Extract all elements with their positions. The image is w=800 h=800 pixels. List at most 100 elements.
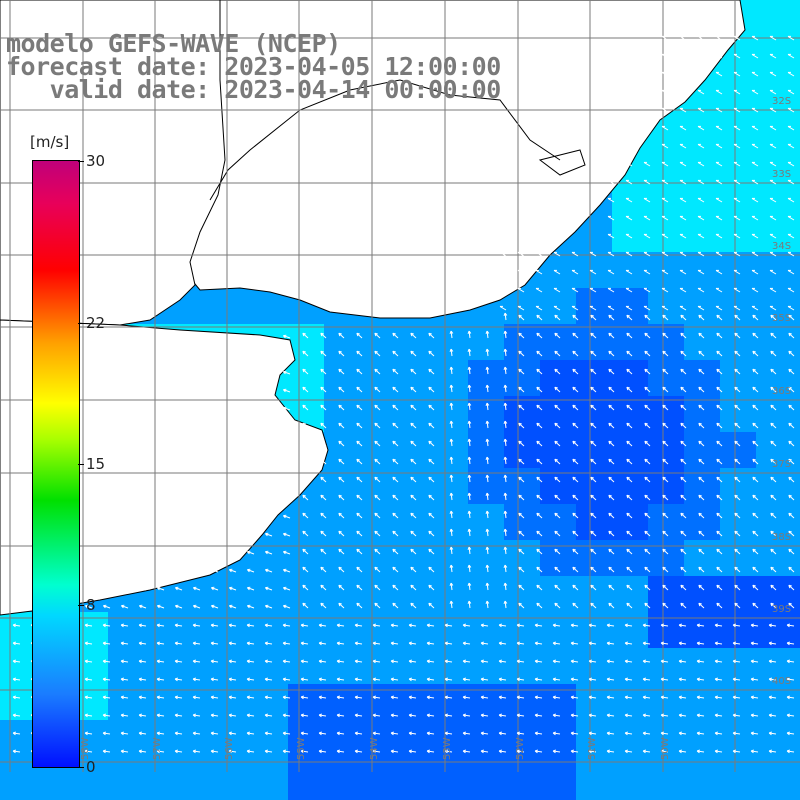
wind-arrow (302, 512, 309, 519)
wind-arrow (410, 350, 417, 357)
wind-arrow (410, 602, 417, 609)
wind-arrow (498, 731, 507, 736)
wind-arrow (588, 695, 597, 700)
wind-arrow (392, 584, 399, 591)
wind-arrow (139, 568, 147, 573)
wind-arrow (536, 602, 543, 609)
wind-arrow (734, 440, 741, 447)
wind-arrow (300, 659, 309, 664)
field-cell (468, 324, 504, 360)
wind-arrow (751, 269, 759, 275)
field-cell (144, 756, 180, 792)
wind-arrow (680, 458, 687, 465)
wind-arrow (554, 548, 561, 555)
wind-arrow (626, 368, 633, 375)
wind-arrow (283, 604, 291, 609)
wind-arrow (769, 143, 777, 149)
wind-arrow (626, 548, 633, 555)
wind-arrow (480, 641, 489, 646)
wind-arrow (679, 161, 687, 167)
wind-arrow (462, 641, 471, 646)
wind-arrow (608, 512, 615, 519)
wind-arrow (590, 530, 597, 537)
wind-arrow (553, 269, 561, 275)
wind-arrow (282, 677, 291, 682)
wind-arrow (643, 161, 651, 167)
wind-arrow (516, 713, 525, 718)
wind-arrow (174, 677, 183, 682)
wind-arrow (680, 314, 687, 321)
wind-arrow (192, 713, 201, 718)
wind-arrow (786, 749, 795, 754)
wind-arrow (608, 404, 615, 411)
wind-arrow (536, 314, 543, 321)
wind-arrow (661, 143, 669, 149)
wind-arrow (661, 215, 669, 221)
wind-arrow (228, 677, 237, 682)
wind-arrow (372, 695, 381, 700)
wind-arrow (680, 530, 687, 537)
wind-arrow (410, 512, 417, 519)
field-cell (468, 396, 504, 432)
wind-arrow (84, 659, 93, 664)
wind-arrow (552, 659, 561, 664)
wind-arrow (734, 566, 741, 573)
field-cell (648, 756, 684, 792)
wind-arrow (733, 89, 741, 95)
field-cell (144, 792, 180, 800)
wind-arrow (769, 35, 777, 41)
wind-arrow (626, 476, 633, 483)
wind-arrow (588, 623, 597, 628)
wind-arrow (572, 368, 579, 375)
wind-arrow (626, 602, 633, 609)
wind-arrow (787, 215, 795, 221)
field-cell (648, 216, 684, 252)
field-cell (108, 612, 144, 648)
wind-arrow (733, 161, 741, 167)
wind-arrow (608, 602, 615, 609)
wind-arrow (572, 494, 579, 501)
field-cell (792, 108, 800, 144)
lat-label: 32S (772, 96, 791, 107)
wind-arrow (467, 420, 472, 429)
wind-arrow (697, 215, 705, 221)
wind-arrow (138, 749, 147, 754)
wind-arrow (696, 659, 705, 664)
wind-arrow (102, 641, 111, 646)
wind-arrow (338, 368, 345, 375)
wind-arrow (554, 440, 561, 447)
field-cell (756, 144, 792, 180)
field-cell (360, 720, 396, 756)
wind-arrow (590, 350, 597, 357)
wind-arrow (788, 530, 795, 537)
wind-arrow (283, 406, 291, 411)
wind-arrow (626, 566, 633, 573)
wind-arrow (643, 179, 651, 185)
wind-arrow (715, 269, 723, 275)
lat-label: 40S (772, 676, 791, 687)
wind-arrow (554, 494, 561, 501)
wind-arrow (660, 731, 669, 736)
wind-arrow (444, 659, 453, 664)
wind-arrow (714, 749, 723, 754)
wind-arrow (554, 530, 561, 537)
wind-arrow (572, 458, 579, 465)
wind-arrow (553, 287, 561, 293)
wind-arrow (588, 677, 597, 682)
field-cell (648, 612, 684, 648)
field-cell (216, 576, 252, 612)
wind-arrow (751, 143, 759, 149)
wind-arrow (518, 494, 525, 501)
wind-arrow (714, 695, 723, 700)
wind-arrow (679, 197, 687, 203)
wind-arrow (680, 332, 687, 339)
field-cell (756, 648, 792, 684)
wind-arrow (644, 350, 651, 357)
field-cell (720, 252, 756, 288)
wind-arrow (788, 350, 795, 357)
wind-arrow (120, 695, 129, 700)
field-cell (504, 684, 540, 720)
wind-arrow (733, 53, 741, 59)
wind-arrow (228, 731, 237, 736)
wind-arrow (449, 366, 454, 375)
